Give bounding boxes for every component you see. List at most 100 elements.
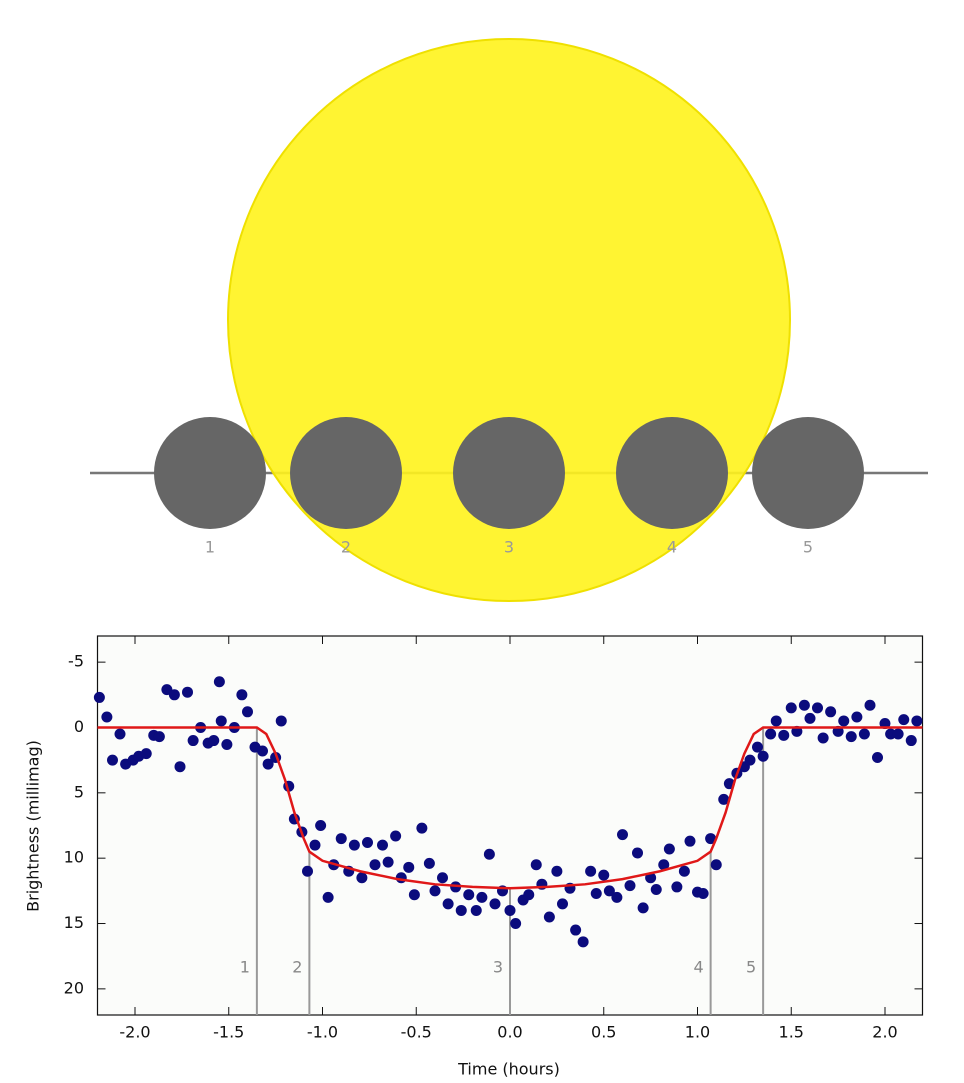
planet-label: 3 (504, 538, 514, 557)
data-point (484, 849, 495, 860)
data-point (349, 840, 360, 851)
data-point (758, 751, 769, 762)
data-point (409, 889, 420, 900)
data-point (221, 739, 232, 750)
y-tick-label: 5 (74, 782, 84, 801)
data-point (771, 715, 782, 726)
data-point (356, 872, 367, 883)
data-point (679, 866, 690, 877)
data-point (838, 715, 849, 726)
data-point (523, 889, 534, 900)
data-point (396, 872, 407, 883)
data-point (437, 872, 448, 883)
data-point (531, 859, 542, 870)
data-point (430, 885, 441, 896)
data-point (846, 731, 857, 742)
data-point (611, 892, 622, 903)
y-axis-title: Brightness (millimag) (24, 740, 43, 912)
contact-label: 4 (694, 958, 704, 977)
data-point (175, 761, 186, 772)
planet-label: 2 (341, 538, 351, 557)
data-point (101, 712, 112, 723)
data-point (872, 752, 883, 763)
y-tick-label: 15 (64, 913, 84, 932)
x-tick-label: 0.0 (497, 1023, 522, 1042)
data-point (323, 892, 334, 903)
data-point (585, 866, 596, 877)
data-point (188, 735, 199, 746)
data-point (544, 911, 555, 922)
data-point (336, 833, 347, 844)
data-point (182, 687, 193, 698)
data-point (898, 714, 909, 725)
contact-label: 2 (292, 958, 302, 977)
data-point (94, 692, 105, 703)
data-point (551, 866, 562, 877)
data-point (617, 829, 628, 840)
planet (154, 417, 266, 529)
contact-label: 1 (240, 958, 250, 977)
planet-label: 5 (803, 538, 813, 557)
data-point (598, 870, 609, 881)
data-point (664, 844, 675, 855)
data-point (906, 735, 917, 746)
data-point (591, 888, 602, 899)
x-tick-label: -1.0 (307, 1023, 338, 1042)
data-point (208, 735, 219, 746)
x-tick-label: 1.5 (779, 1023, 804, 1042)
data-point (383, 857, 394, 868)
data-point (242, 706, 253, 717)
y-tick-label: 20 (64, 978, 84, 997)
data-point (632, 847, 643, 858)
data-point (115, 729, 126, 740)
planet-label: 4 (667, 538, 677, 557)
data-point (490, 898, 501, 909)
x-tick-label: 0.5 (591, 1023, 616, 1042)
x-tick-label: 1.0 (685, 1023, 710, 1042)
data-point (805, 713, 816, 724)
data-point (257, 746, 268, 757)
data-point (236, 689, 247, 700)
y-tick-label: -5 (68, 652, 84, 671)
x-axis-title: Time (hours) (457, 1060, 560, 1079)
data-point (786, 702, 797, 713)
data-point (362, 837, 373, 848)
data-point (651, 884, 662, 895)
data-point (456, 905, 467, 916)
data-point (214, 676, 225, 687)
data-point (765, 729, 776, 740)
data-point (424, 858, 435, 869)
data-point (745, 755, 756, 766)
planet (616, 417, 728, 529)
planet-label: 1 (205, 538, 215, 557)
planet (752, 417, 864, 529)
planet (453, 417, 565, 529)
data-point (216, 715, 227, 726)
data-point (893, 729, 904, 740)
data-point (851, 712, 862, 723)
transit-diagram: 1 2 3 4 5 (90, 39, 928, 601)
data-point (812, 702, 823, 713)
data-point (169, 689, 180, 700)
data-point (505, 905, 516, 916)
x-tick-label: -2.0 (119, 1023, 150, 1042)
data-point (141, 748, 152, 759)
data-point (825, 706, 836, 717)
data-point (403, 862, 414, 873)
data-point (698, 888, 709, 899)
data-point (390, 830, 401, 841)
data-point (315, 820, 326, 831)
data-point (859, 729, 870, 740)
data-point (557, 898, 568, 909)
data-point (799, 700, 810, 711)
data-point (818, 732, 829, 743)
contact-label: 3 (493, 958, 503, 977)
data-point (310, 840, 321, 851)
y-tick-label: 10 (64, 848, 84, 867)
y-tick-label: 0 (74, 717, 84, 736)
data-point (154, 731, 165, 742)
data-point (570, 925, 581, 936)
planet (290, 417, 402, 529)
data-point (865, 700, 876, 711)
data-point (510, 918, 521, 929)
